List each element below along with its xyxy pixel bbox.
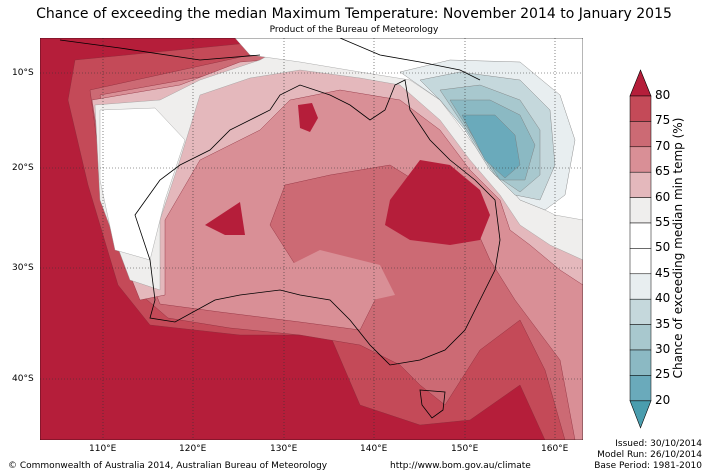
colorbar-segment <box>629 324 652 351</box>
colorbar-tick-label: 70 <box>655 138 671 153</box>
colorbar-segment <box>629 222 652 249</box>
contour-80-east <box>385 160 490 245</box>
outlook-map <box>40 38 583 440</box>
colorbar-segment <box>629 375 652 402</box>
colorbar-tick-label: 45 <box>655 265 671 280</box>
colorbar-tick-label: 80 <box>655 88 671 102</box>
contour-80-west <box>205 202 245 235</box>
colorbar-segment <box>629 273 652 300</box>
colorbar-tick-label: 60 <box>655 189 671 204</box>
colorbar-tick-label: 55 <box>655 215 671 229</box>
lat-label: 10°S <box>12 68 34 78</box>
lon-label: 120°E <box>179 444 207 454</box>
colorbar-tick-label: 25 <box>655 367 671 382</box>
bom-url-link[interactable]: http://www.bom.gov.au/climate <box>390 461 531 471</box>
contour-50 <box>99 107 186 261</box>
colorbar-tick-label: 35 <box>655 316 671 331</box>
lat-label: 20°S <box>12 163 34 173</box>
colorbar-segment <box>629 121 652 148</box>
issued-date: Issued: 30/10/2014 <box>615 439 702 449</box>
colorbar-tick-label: 50 <box>655 240 671 255</box>
lon-label: 160°E <box>541 444 569 454</box>
colorbar-segment <box>629 197 652 224</box>
colorbar-label: Chance of exceeding median min temp (%) <box>671 117 685 379</box>
colorbar <box>629 69 652 429</box>
model-run-date: Model Run: 26/10/2014 <box>597 450 702 460</box>
chart-subtitle: Product of the Bureau of Meteorology <box>269 25 439 35</box>
copyright-text: © Commonwealth of Australia 2014, Austra… <box>8 461 328 471</box>
new-guinea-coastline <box>59 38 481 81</box>
colorbar-segment <box>629 95 652 122</box>
colorbar-segment <box>629 248 652 275</box>
contour-25 <box>461 114 521 179</box>
colorbar-tick-label: 65 <box>655 164 671 179</box>
colorbar-segment <box>629 146 652 173</box>
lat-label: 40°S <box>12 374 34 384</box>
colorbar-tick-label: 20 <box>655 392 671 407</box>
contour-60-inner <box>280 250 395 305</box>
colorbar-segment <box>629 298 652 325</box>
contour-white-nw <box>115 122 142 148</box>
contour-80-north <box>298 103 318 132</box>
colorbar-extend-max <box>629 69 652 97</box>
grid-lines <box>40 38 583 440</box>
colorbar-tick-label: 75 <box>655 113 671 128</box>
australia-coastline <box>134 79 501 366</box>
base-period: Base Period: 1981-2010 <box>594 461 702 471</box>
colorbar-segment <box>629 171 652 198</box>
chart-title: Chance of exceeding the median Maximum T… <box>36 6 672 22</box>
colorbar-tick-label: 40 <box>655 291 671 306</box>
tasmania-coastline <box>419 389 446 419</box>
lat-label: 30°S <box>12 263 34 273</box>
lon-label: 150°E <box>451 444 479 454</box>
colorbar-segment <box>629 349 652 376</box>
colorbar-tick-label: 30 <box>655 342 671 356</box>
lon-label: 110°E <box>89 444 117 454</box>
lon-label: 140°E <box>360 444 388 454</box>
lon-label: 130°E <box>270 444 298 454</box>
colorbar-extend-min <box>629 400 652 429</box>
